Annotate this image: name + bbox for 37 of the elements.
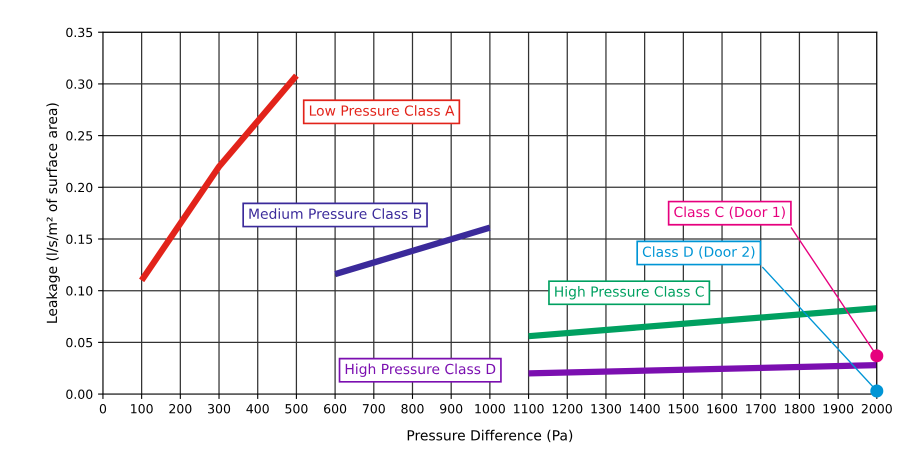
y-tick-label: 0.20 (66, 182, 92, 192)
y-tick-label: 0.25 (66, 131, 92, 141)
x-tick-label: 0 (100, 404, 106, 414)
x-tick-label: 400 (246, 404, 269, 414)
y-tick-label: 0.05 (66, 338, 92, 348)
x-tick-label: 500 (285, 404, 308, 414)
x-tick-label: 300 (208, 404, 230, 414)
text: Class C (Door 1) (674, 206, 785, 219)
x-tick-label: 1100 (514, 404, 544, 414)
x-tick-label: 1900 (824, 404, 854, 414)
x-tick-label: 1200 (552, 404, 582, 414)
x-tick-label: 800 (401, 404, 424, 414)
x-tick-label: 700 (362, 404, 385, 414)
x-tick-label: 1300 (591, 404, 622, 414)
y-tick-label: 0.15 (66, 234, 92, 244)
y-axis-title: Leakage (l/s/m² of surface area) (46, 103, 60, 323)
x-tick-label: 1400 (630, 404, 660, 414)
x-tick-label: 1600 (708, 404, 738, 414)
x-tick-label: 100 (131, 404, 153, 414)
x-axis-title: Pressure Difference (Pa) (408, 430, 572, 442)
y-tick-label: 0.30 (66, 79, 92, 89)
x-tick-label: 900 (440, 404, 462, 414)
x-tick-label: 2000 (862, 404, 892, 414)
x-tick-label: 1000 (475, 404, 505, 414)
y-tick-label: 0.35 (66, 28, 92, 38)
x-tick-label: 200 (169, 404, 192, 414)
text: Low Pressure Class A (310, 105, 454, 116)
series-label: High Pressure Class C (555, 286, 704, 300)
y-tick-label: 0.10 (66, 286, 92, 296)
x-tick-label: 1500 (668, 404, 698, 414)
text: High Pressure Class D (346, 363, 496, 377)
text: Class D (Door 2) (642, 246, 754, 259)
text: Medium Pressure Class B (249, 208, 422, 219)
x-tick-label: 600 (324, 404, 346, 414)
y-tick-label: 0.00 (66, 390, 92, 399)
x-tick-label: 1700 (746, 404, 776, 414)
x-tick-label: 1800 (784, 404, 814, 414)
